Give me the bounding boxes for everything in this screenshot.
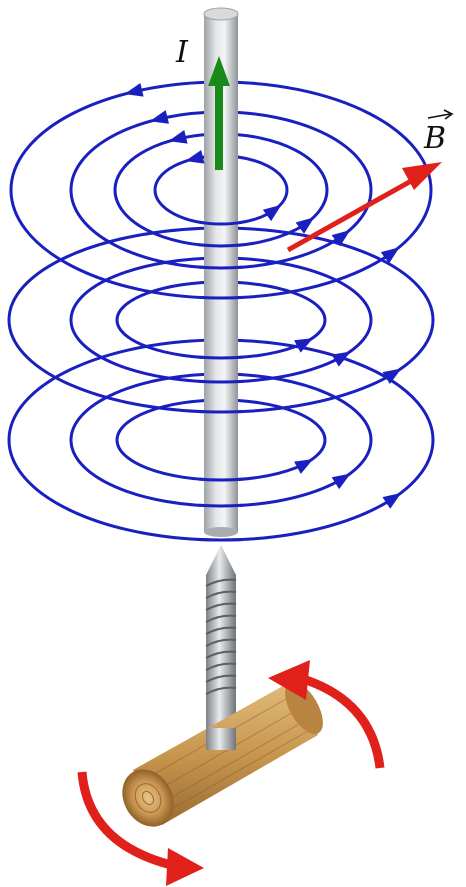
current-direction-arrow-icon [208,56,230,170]
field-arrowhead-icon [331,351,351,367]
screw-thread [205,650,237,659]
field-loop-front-arc [198,537,244,542]
field-loop-front-arc [198,220,244,226]
screw-thread [205,626,237,635]
field-arrowhead-icon [185,150,205,164]
field-loop-front-arc [198,355,244,360]
field-direction-arrows [124,82,402,509]
field-arrowhead-icon [294,338,314,353]
field-arrowhead-icon [168,130,188,144]
screw-thread [205,638,237,647]
screw-thread [205,590,237,599]
screw-thread [205,674,237,683]
field-arrowhead-icon [262,204,282,222]
field-label-group: B [423,109,454,156]
field-arrowhead-icon [382,492,402,509]
field-loop-front-arc [198,243,244,248]
screw-thread [205,578,237,587]
field-loop-front-arc [198,477,244,482]
field-arrowhead-icon [124,82,144,97]
screw-thread [205,602,237,611]
wooden-handle [122,681,323,827]
rotation-arrow-right-icon [268,660,385,769]
field-arrowhead-icon [295,217,315,234]
field-loop-front-arc [198,265,244,270]
field-arrowhead-icon [382,368,402,384]
field-arrowhead-icon [331,229,351,247]
screw-thread [205,662,237,671]
field-loop-front-arc [198,295,244,300]
magnetic-field-vector-icon [286,162,442,253]
vector-overarrow-icon [427,109,454,120]
rotation-arrow-left-icon [77,771,204,886]
field-arrowhead-icon [331,473,351,490]
screw-thread [205,614,237,623]
field-loop-front-arc [198,379,244,384]
field-arrowhead-icon [294,459,314,474]
current-label: I [175,35,189,70]
field-lines-front [198,220,244,542]
field-loop-front-arc [198,503,244,508]
field-arrowhead-icon [380,247,400,264]
screw-thread [205,686,237,695]
field-arrowhead-icon [149,110,169,124]
field-label: B [423,121,446,156]
